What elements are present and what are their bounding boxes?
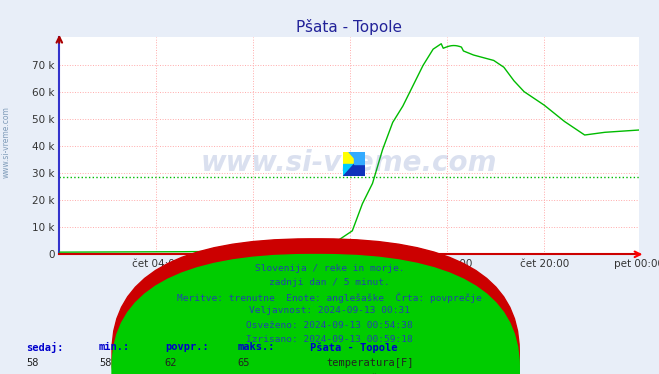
Text: www.si-vreme.com: www.si-vreme.com bbox=[201, 149, 498, 177]
Text: zadnji dan / 5 minut.: zadnji dan / 5 minut. bbox=[269, 278, 390, 287]
Text: maks.:: maks.: bbox=[237, 342, 275, 352]
Polygon shape bbox=[355, 152, 365, 164]
Text: Osveženo: 2024-09-13 00:54:38: Osveženo: 2024-09-13 00:54:38 bbox=[246, 321, 413, 329]
Polygon shape bbox=[349, 152, 365, 164]
Text: temperatura[F]: temperatura[F] bbox=[327, 358, 415, 368]
Text: 58: 58 bbox=[99, 358, 111, 368]
Polygon shape bbox=[343, 164, 355, 176]
Text: Meritve: trenutne  Enote: anglešaške  Črta: povprečje: Meritve: trenutne Enote: anglešaške Črta… bbox=[177, 292, 482, 303]
Text: Slovenija / reke in morje.: Slovenija / reke in morje. bbox=[255, 264, 404, 273]
Text: 58: 58 bbox=[26, 358, 39, 368]
Text: Izrisano: 2024-09-13 00:59:18: Izrisano: 2024-09-13 00:59:18 bbox=[246, 335, 413, 344]
Text: povpr.:: povpr.: bbox=[165, 342, 208, 352]
Text: min.:: min.: bbox=[99, 342, 130, 352]
Text: Veljavnost: 2024-09-13 00:31: Veljavnost: 2024-09-13 00:31 bbox=[249, 306, 410, 315]
Polygon shape bbox=[343, 152, 365, 164]
Text: 65: 65 bbox=[237, 358, 250, 368]
Text: sedaj:: sedaj: bbox=[26, 342, 64, 353]
Text: 62: 62 bbox=[165, 358, 177, 368]
Polygon shape bbox=[343, 164, 365, 176]
Title: Pšata - Topole: Pšata - Topole bbox=[297, 19, 402, 35]
Text: Pšata - Topole: Pšata - Topole bbox=[310, 342, 397, 353]
Text: www.si-vreme.com: www.si-vreme.com bbox=[2, 106, 11, 178]
